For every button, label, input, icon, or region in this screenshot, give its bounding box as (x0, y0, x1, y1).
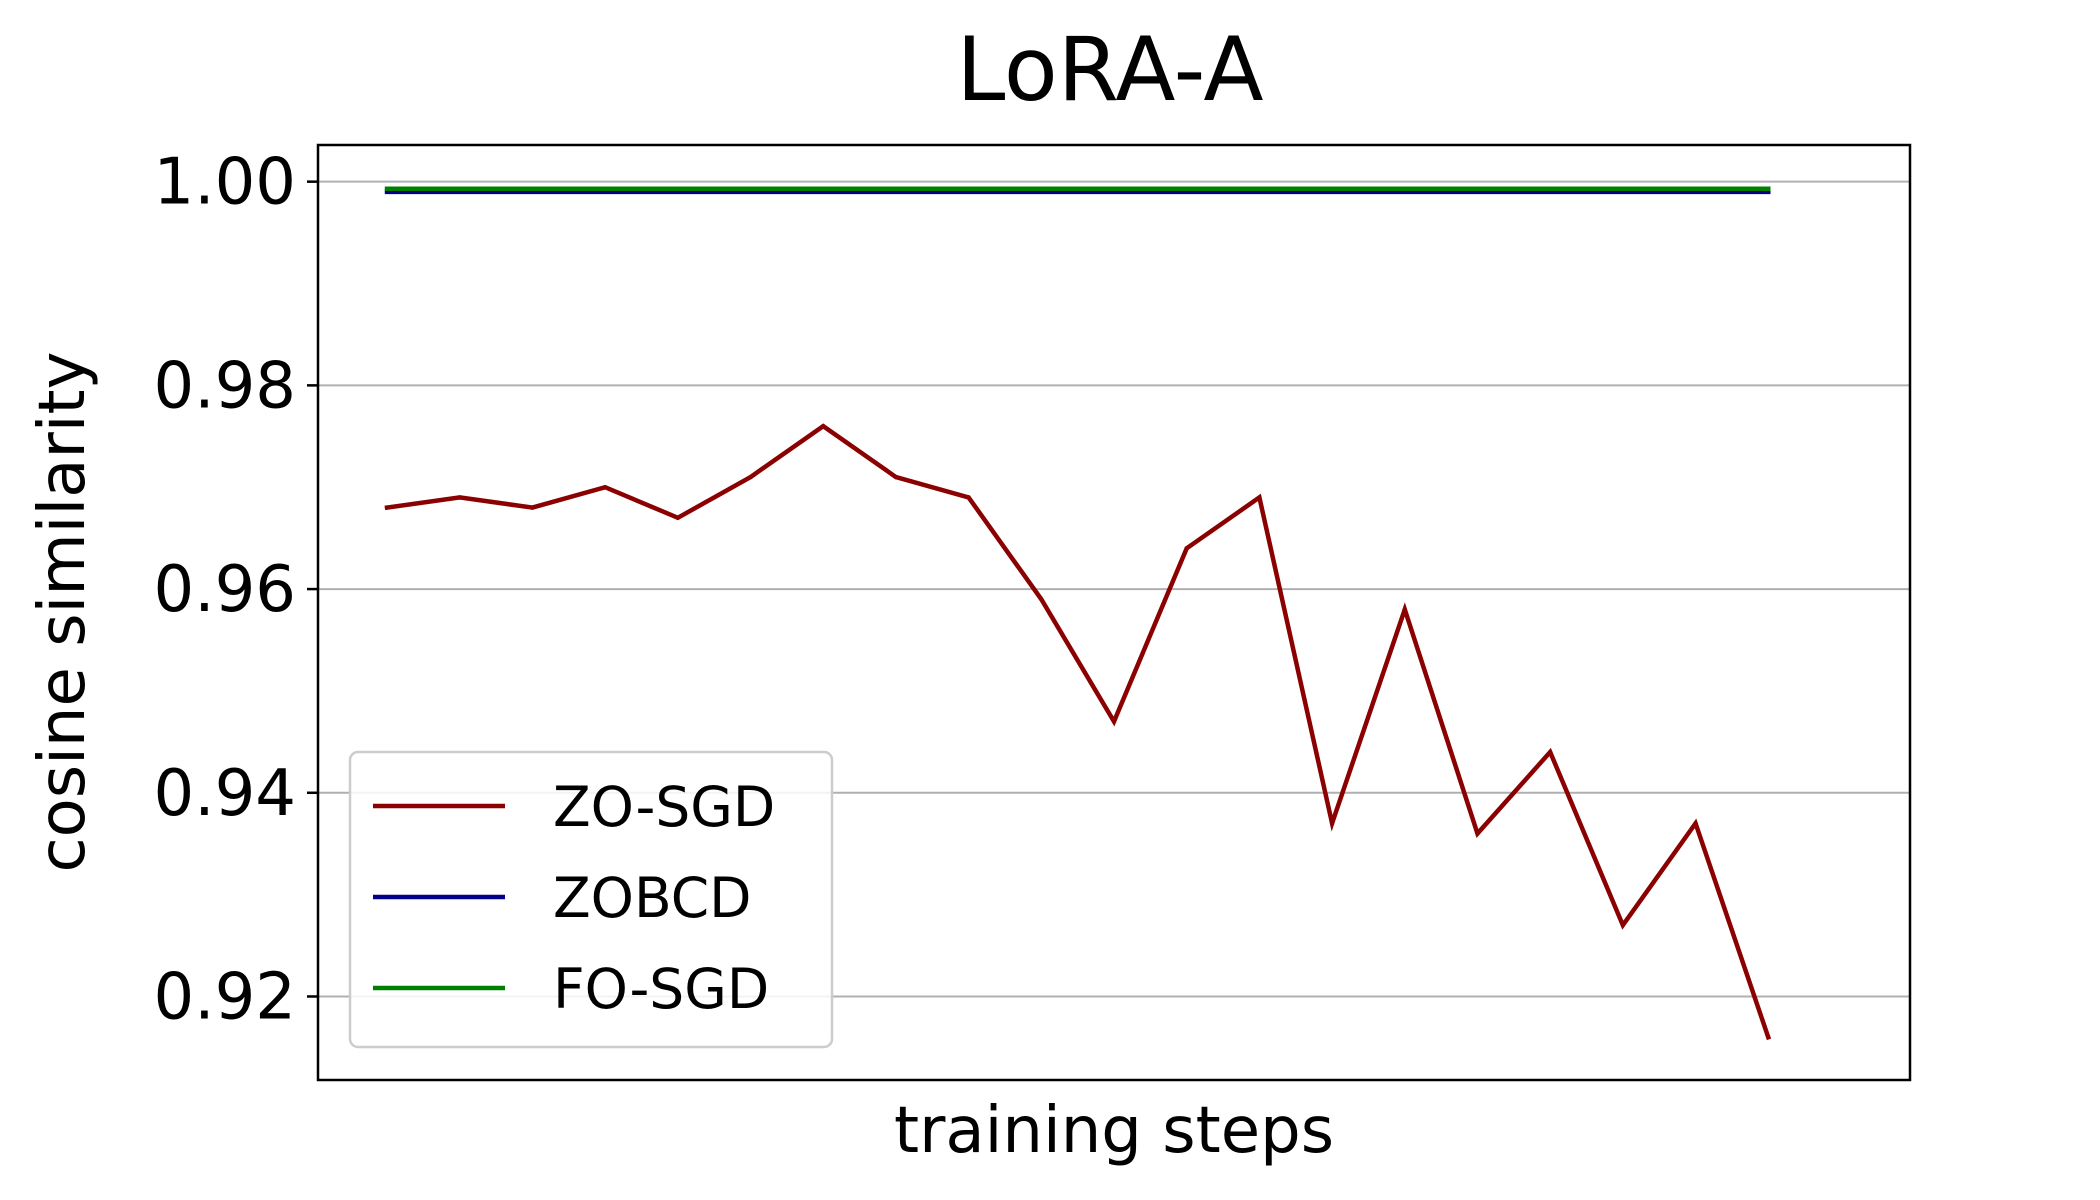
chart-title: LoRA-A (956, 18, 1263, 121)
y-axis-ticks: 0.92 0.94 0.96 0.98 1.00 (154, 146, 318, 1034)
data-point-fo-sgd (1039, 186, 1044, 191)
data-point-fo-sgd (966, 186, 971, 191)
data-point-fo-sgd (1329, 186, 1335, 191)
data-point-zo-sgd (457, 495, 462, 500)
data-point-fo-sgd (1111, 186, 1117, 191)
legend-item-zobcd: ZOBCD (373, 866, 752, 930)
legend-item-fo-sgd: FO-SGD (373, 957, 769, 1021)
data-point-fo-sgd (893, 186, 899, 191)
data-point-fo-sgd (1257, 186, 1262, 191)
data-point-zo-sgd (530, 505, 535, 510)
y-tick-label: 0.96 (154, 553, 297, 627)
y-tick-label: 1.00 (154, 146, 297, 220)
data-point-fo-sgd (1475, 186, 1480, 191)
data-point-fo-sgd (1766, 186, 1771, 191)
data-point-zo-sgd (1547, 749, 1553, 755)
series-layer (384, 186, 1772, 1041)
data-point-fo-sgd (1547, 186, 1553, 191)
data-point-fo-sgd (748, 186, 753, 191)
legend: ZO-SGD ZOBCD FO-SGD (348, 750, 834, 1049)
data-point-fo-sgd (675, 186, 681, 191)
data-point-zo-sgd (1475, 831, 1480, 836)
data-point-zo-sgd (821, 423, 826, 429)
data-point-zo-sgd (675, 515, 681, 520)
data-point-fo-sgd (1693, 186, 1698, 191)
data-point-fo-sgd (384, 186, 390, 191)
series-zo-sgd (384, 423, 1772, 1041)
data-point-zo-sgd (1039, 597, 1044, 602)
data-point-zo-sgd (748, 474, 753, 480)
data-point-fo-sgd (1620, 186, 1626, 191)
data-point-zo-sgd (1402, 607, 1407, 612)
legend-label: ZOBCD (553, 866, 752, 930)
y-tick-label: 0.98 (154, 349, 297, 423)
data-point-zo-sgd (1766, 1035, 1771, 1040)
series-fo-sgd (384, 186, 1771, 192)
series-line-zo-sgd (384, 423, 1772, 1041)
data-point-zo-sgd (1257, 495, 1262, 500)
plot-frame (316, 143, 1912, 1082)
legend-label: FO-SGD (553, 957, 769, 1021)
data-point-zo-sgd (1111, 719, 1117, 724)
data-point-zo-sgd (893, 474, 899, 480)
y-tick-label: 0.94 (154, 757, 297, 831)
data-point-fo-sgd (1402, 186, 1407, 191)
data-point-zo-sgd (966, 495, 971, 500)
y-tick-label: 0.92 (154, 960, 297, 1034)
data-point-fo-sgd (602, 186, 608, 191)
legend-label: ZO-SGD (553, 775, 775, 839)
data-point-zo-sgd (602, 485, 608, 490)
data-point-fo-sgd (1184, 186, 1189, 191)
y-axis-label: cosine similarity (26, 351, 100, 872)
legend-item-zo-sgd: ZO-SGD (373, 775, 775, 839)
data-point-fo-sgd (821, 186, 826, 191)
data-point-fo-sgd (457, 186, 462, 191)
data-point-zo-sgd (384, 505, 390, 510)
data-point-zo-sgd (1329, 821, 1335, 826)
data-point-zo-sgd (1184, 546, 1189, 551)
data-point-zo-sgd (1693, 821, 1698, 826)
legend-box (348, 750, 834, 1049)
data-point-zo-sgd (1620, 922, 1626, 928)
data-point-fo-sgd (530, 186, 535, 191)
x-axis-label: training steps (894, 1094, 1334, 1168)
